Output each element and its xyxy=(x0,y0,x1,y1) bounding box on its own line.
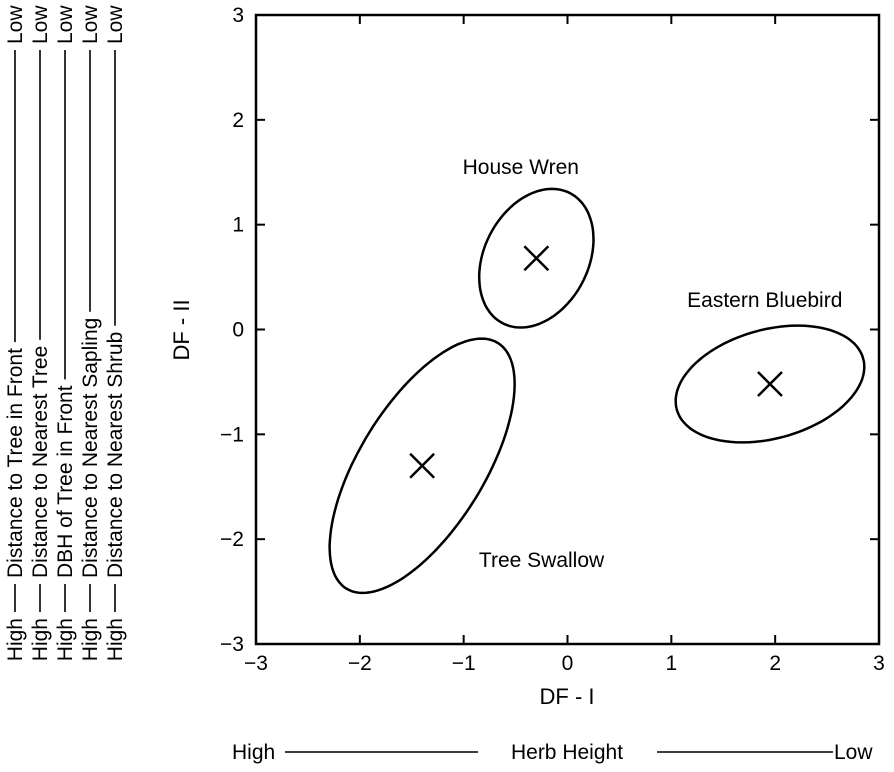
y-gradient-high: High xyxy=(29,618,52,661)
y-gradient-variable: DBH of Tree in Front xyxy=(54,385,77,578)
x-tick-label: 2 xyxy=(769,652,781,675)
y-tick-label: 2 xyxy=(232,109,244,132)
y-gradients: High Distance to Tree in Front Low High Dist… xyxy=(4,5,127,662)
chart-labels: House Wren Eastern Bluebird Tree Swallow xyxy=(463,156,843,572)
x-tick-label: 0 xyxy=(562,652,574,675)
centroid-marker xyxy=(409,452,436,479)
y-tick-label: 0 xyxy=(232,319,244,342)
x-tick-label: −1 xyxy=(452,652,476,675)
series-label: House Wren xyxy=(463,156,579,179)
centroid-marker xyxy=(757,371,783,397)
x-tick-label: 3 xyxy=(873,652,885,675)
y-tick-label: −3 xyxy=(220,633,244,656)
x-tick-label: 1 xyxy=(665,652,677,675)
ellipse-2 xyxy=(328,337,516,595)
ellipse-1 xyxy=(674,324,866,444)
y-gradient-high: High xyxy=(79,618,102,661)
series-label: Tree Swallow xyxy=(479,549,605,572)
y-gradient-low: Low xyxy=(29,5,52,44)
y-gradient-low: Low xyxy=(79,5,102,44)
y-gradient-4: High Distance to Nearest Shrub Low xyxy=(104,5,127,662)
centroid-marker xyxy=(523,245,550,272)
y-gradient-low: Low xyxy=(54,5,77,44)
y-gradient-variable: Distance to Tree in Front xyxy=(4,348,27,578)
x-gradient-variable: Herb Height xyxy=(511,741,623,764)
x-gradient-high: High xyxy=(232,741,275,764)
y-gradient-2: High DBH of Tree in Front Low xyxy=(54,5,77,662)
x-gradient-low: Low xyxy=(834,741,873,764)
x-axis-label: DF - I xyxy=(540,684,595,709)
y-gradient-1: High Distance to Nearest Tree Low xyxy=(29,5,52,662)
y-gradient-variable: Distance to Nearest Sapling xyxy=(79,318,102,578)
x-tick-label: −2 xyxy=(348,652,372,675)
y-gradient-3: High Distance to Nearest Sapling Low xyxy=(79,5,102,662)
y-tick-label: −2 xyxy=(220,528,244,551)
axis-ticks: −3 −2 −1 0 1 2 3 3 2 1 0 −1 −2 −3 xyxy=(220,4,885,675)
y-tick-label: 3 xyxy=(232,4,244,27)
y-gradient-high: High xyxy=(54,618,77,661)
ellipse-0 xyxy=(477,187,595,329)
series-label: Eastern Bluebird xyxy=(687,289,842,312)
confidence-ellipses xyxy=(328,187,866,595)
y-gradient-high: High xyxy=(4,618,27,661)
y-tick-label: 1 xyxy=(232,214,244,237)
x-tick-label: −3 xyxy=(244,652,268,675)
y-axis-label: DF - II xyxy=(169,299,194,360)
y-gradient-high: High xyxy=(104,618,127,661)
y-gradient-low: Low xyxy=(4,5,27,44)
y-gradient-low: Low xyxy=(104,5,127,44)
y-gradient-variable: Distance to Nearest Tree xyxy=(29,346,52,578)
x-gradient: High Herb Height Low xyxy=(232,741,873,764)
y-tick-label: −1 xyxy=(220,423,244,446)
y-gradient-0: High Distance to Tree in Front Low xyxy=(4,5,27,662)
y-gradient-variable: Distance to Nearest Shrub xyxy=(104,332,127,578)
